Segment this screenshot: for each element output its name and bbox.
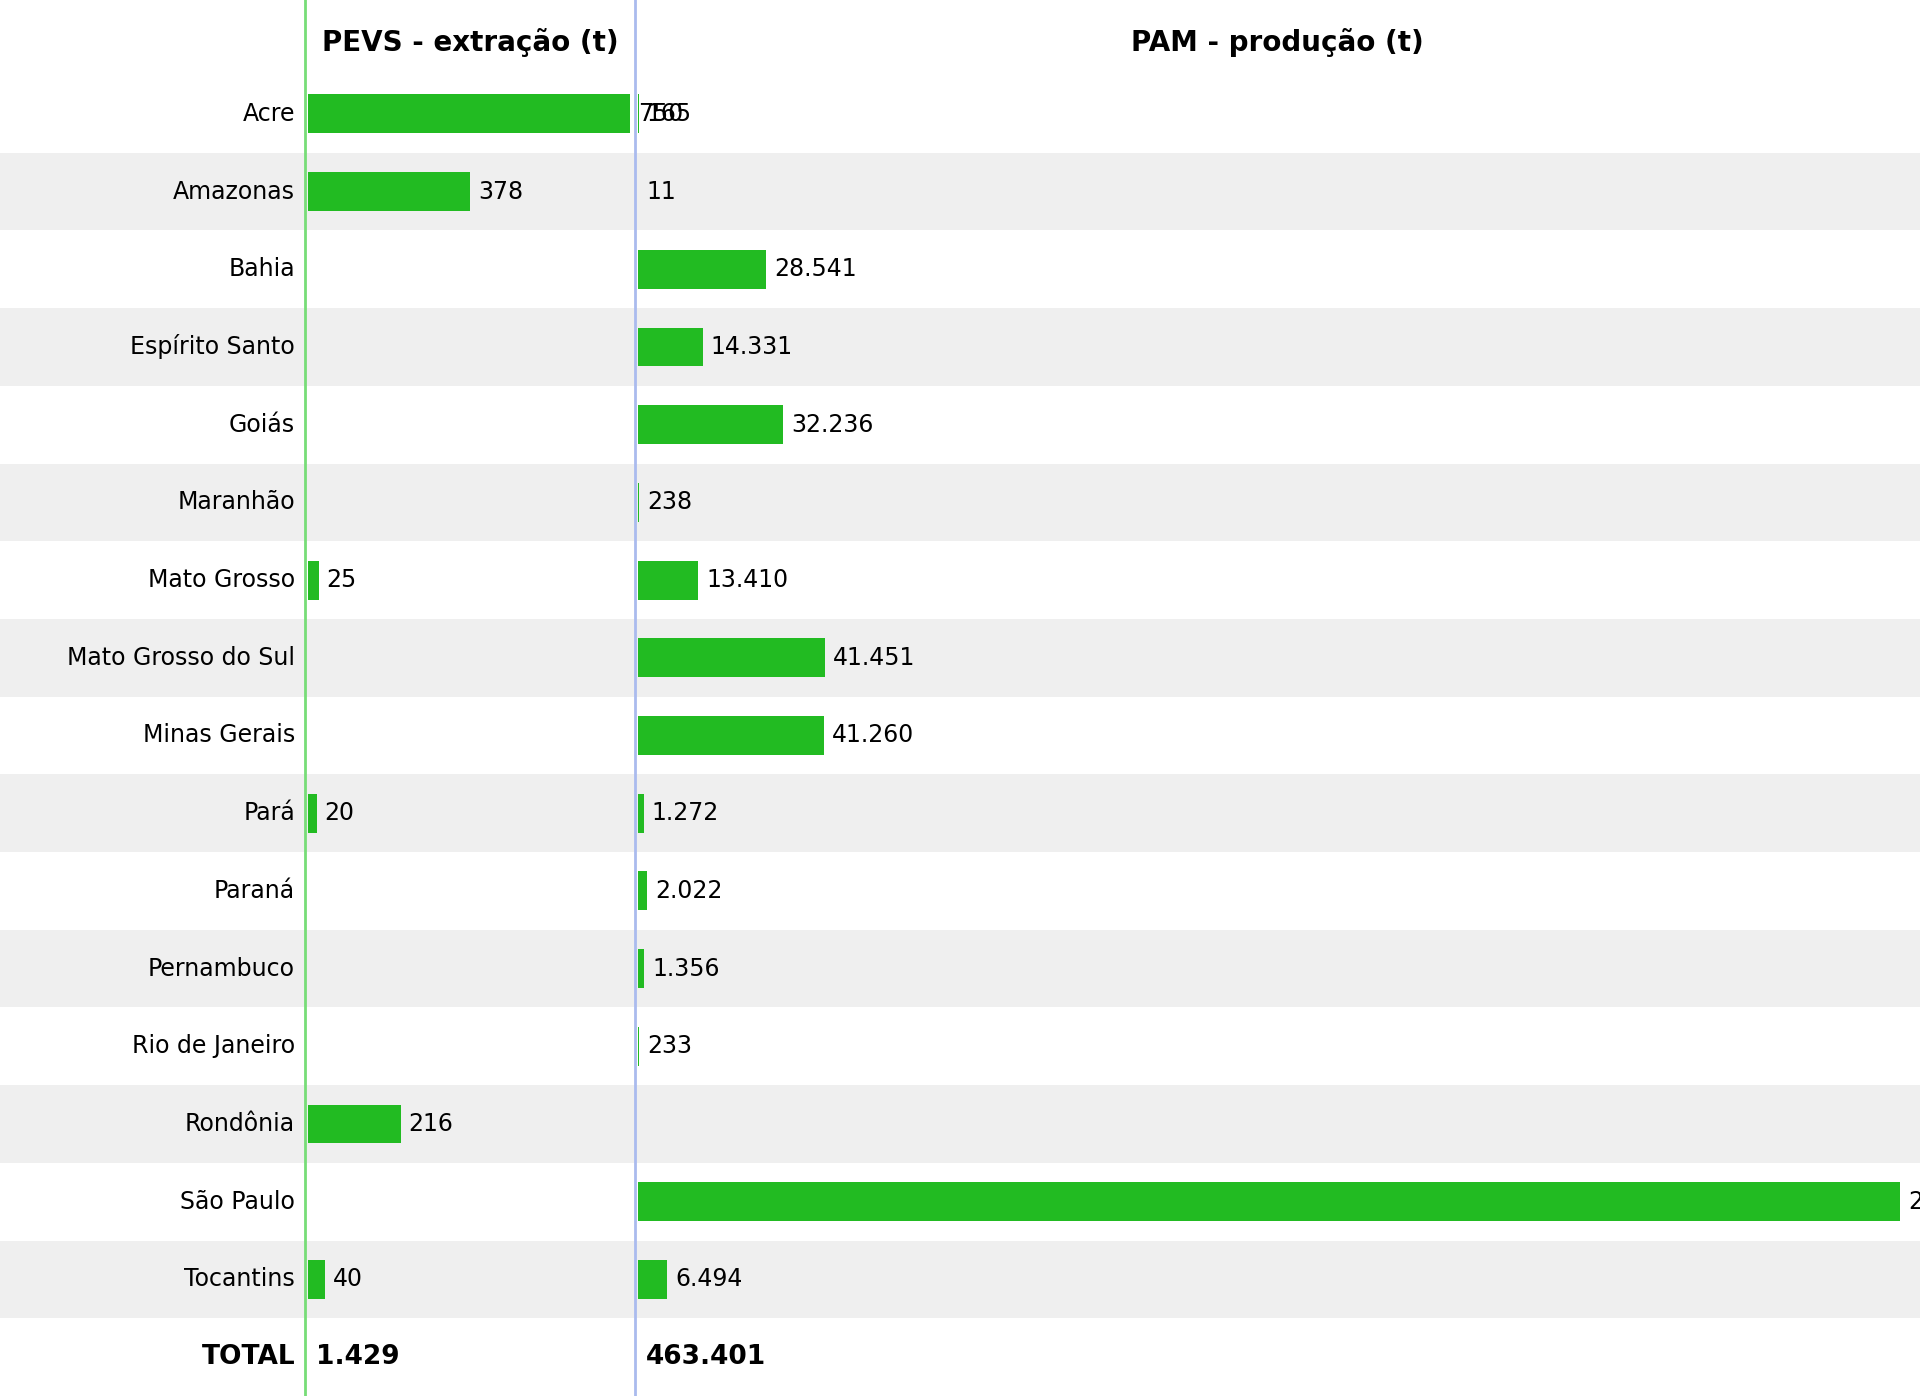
Text: Pará: Pará xyxy=(244,801,296,825)
Text: 463.401: 463.401 xyxy=(645,1344,766,1369)
Text: 1.272: 1.272 xyxy=(651,801,718,825)
Bar xyxy=(307,561,319,599)
Text: Amazonas: Amazonas xyxy=(173,180,296,204)
Bar xyxy=(637,638,824,677)
Bar xyxy=(637,794,643,832)
Text: Goiás: Goiás xyxy=(228,413,296,437)
Text: 20: 20 xyxy=(324,801,355,825)
Text: 378: 378 xyxy=(478,180,524,204)
Text: Acre: Acre xyxy=(242,102,296,126)
Bar xyxy=(637,328,703,366)
Text: PAM - produção (t): PAM - produção (t) xyxy=(1131,28,1425,57)
Bar xyxy=(637,1182,1901,1222)
Text: 238: 238 xyxy=(647,490,693,514)
Text: 25: 25 xyxy=(326,568,357,592)
Bar xyxy=(637,716,824,755)
Bar xyxy=(307,1104,401,1143)
Bar xyxy=(637,405,783,444)
Bar xyxy=(637,949,643,988)
Bar xyxy=(0,309,1920,385)
Text: 41.260: 41.260 xyxy=(831,723,914,747)
Text: 1.429: 1.429 xyxy=(317,1344,399,1369)
Bar xyxy=(0,542,1920,618)
Bar xyxy=(0,852,1920,930)
Bar xyxy=(0,775,1920,852)
Bar xyxy=(307,172,470,211)
Bar xyxy=(307,95,630,133)
Text: Bahia: Bahia xyxy=(228,257,296,281)
Text: 2.022: 2.022 xyxy=(655,879,722,903)
Text: Tocantins: Tocantins xyxy=(184,1268,296,1291)
Bar xyxy=(0,1085,1920,1163)
Bar xyxy=(0,1241,1920,1318)
Text: 6.494: 6.494 xyxy=(676,1268,743,1291)
Bar xyxy=(0,930,1920,1008)
Text: 11: 11 xyxy=(645,180,676,204)
Text: Espírito Santo: Espírito Santo xyxy=(131,335,296,360)
Bar xyxy=(0,618,1920,697)
Text: Paraná: Paraná xyxy=(213,879,296,903)
Bar xyxy=(307,794,317,832)
Bar xyxy=(0,1318,1920,1396)
Text: Pernambuco: Pernambuco xyxy=(148,956,296,980)
Bar xyxy=(637,250,766,289)
Bar xyxy=(0,1008,1920,1085)
Bar xyxy=(0,385,1920,463)
Text: 233: 233 xyxy=(647,1034,691,1058)
Text: 40: 40 xyxy=(334,1268,363,1291)
Text: PEVS - extração (t): PEVS - extração (t) xyxy=(323,28,618,57)
Text: 216: 216 xyxy=(409,1113,453,1136)
Text: Mato Grosso: Mato Grosso xyxy=(148,568,296,592)
Text: 13.410: 13.410 xyxy=(707,568,789,592)
Text: 165: 165 xyxy=(647,102,691,126)
Text: TOTAL: TOTAL xyxy=(202,1344,296,1369)
Text: Mato Grosso do Sul: Mato Grosso do Sul xyxy=(67,646,296,670)
Bar xyxy=(637,561,699,599)
Bar xyxy=(0,230,1920,309)
Bar xyxy=(0,75,1920,152)
Bar xyxy=(0,463,1920,542)
Bar xyxy=(637,871,647,910)
Text: 32.236: 32.236 xyxy=(791,413,874,437)
Text: 280.381: 280.381 xyxy=(1908,1189,1920,1213)
Text: Minas Gerais: Minas Gerais xyxy=(142,723,296,747)
Text: Rio de Janeiro: Rio de Janeiro xyxy=(132,1034,296,1058)
Text: 1.356: 1.356 xyxy=(653,956,720,980)
Text: São Paulo: São Paulo xyxy=(180,1189,296,1213)
Text: 14.331: 14.331 xyxy=(710,335,793,359)
Text: 41.451: 41.451 xyxy=(833,646,916,670)
Bar xyxy=(0,1163,1920,1241)
Text: 750: 750 xyxy=(637,102,684,126)
Bar xyxy=(0,697,1920,775)
Bar xyxy=(637,1261,668,1298)
Text: Rondônia: Rondônia xyxy=(184,1113,296,1136)
Bar xyxy=(307,1261,324,1298)
Text: 28.541: 28.541 xyxy=(774,257,856,281)
Text: Maranhão: Maranhão xyxy=(177,490,296,514)
Bar xyxy=(0,152,1920,230)
